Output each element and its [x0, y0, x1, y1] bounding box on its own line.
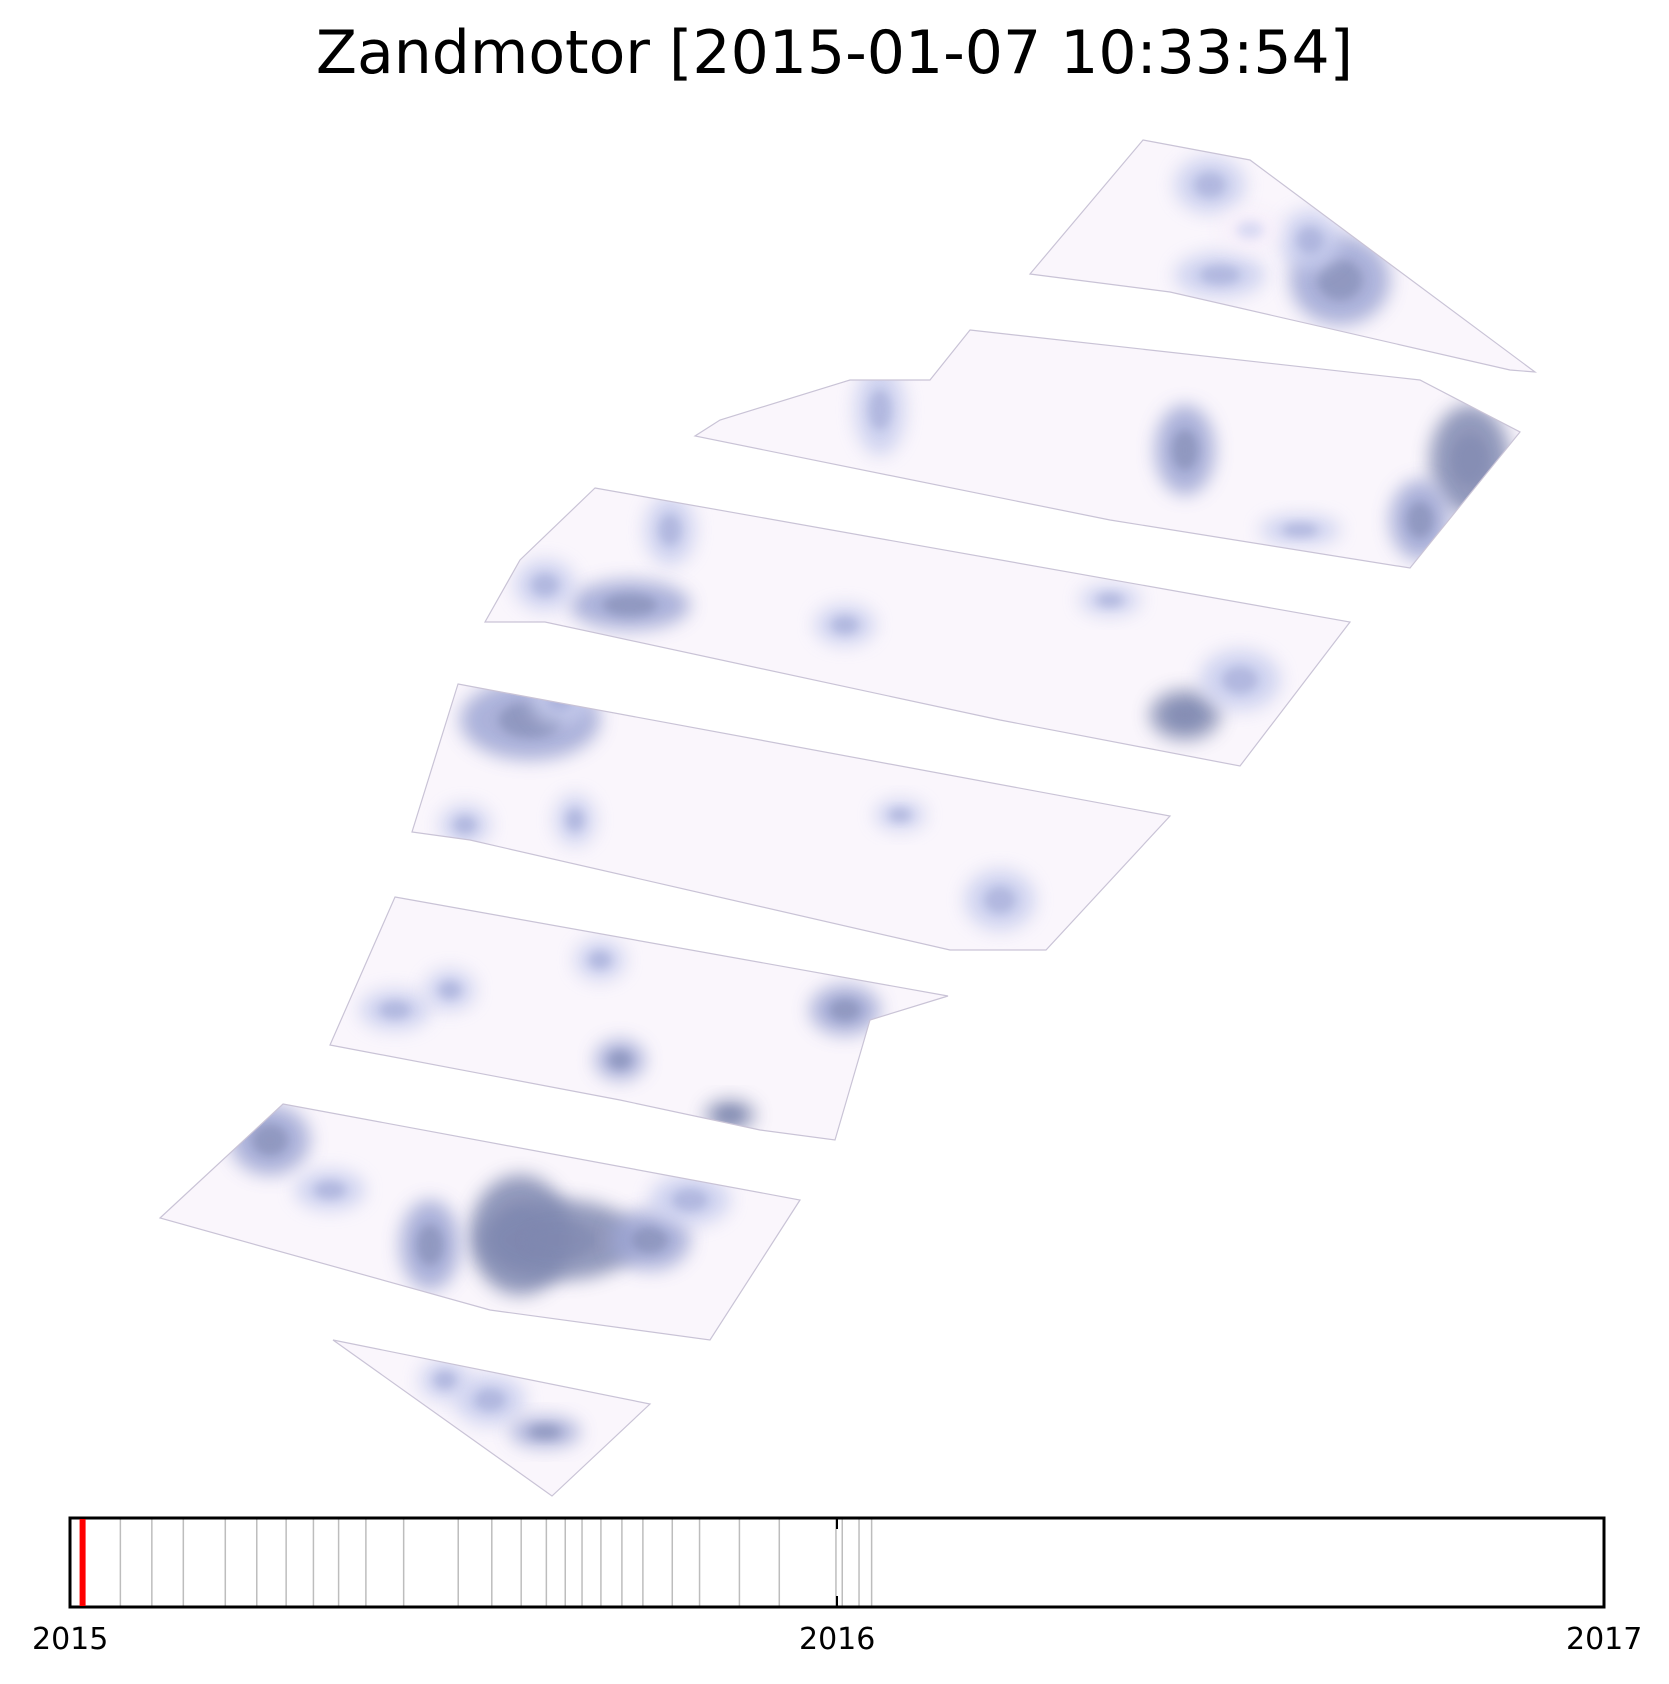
timeline-frame	[68, 1516, 1606, 1609]
chart-title: Zandmotor [2015-01-07 10:33:54]	[315, 18, 1354, 88]
survey-strip-5	[329, 896, 949, 1141]
timeline-tick-label-2017: 2017	[1566, 1622, 1643, 1657]
bathymetry-map	[158, 139, 1538, 1497]
survey-strip-3	[483, 487, 1352, 767]
survey-strip-2	[693, 329, 1521, 569]
survey-strip-6	[158, 1103, 801, 1341]
survey-strip-1	[1028, 139, 1538, 373]
timeline-tick-label-2015: 2015	[32, 1622, 109, 1657]
timeline-tick-label-2016: 2016	[799, 1622, 876, 1657]
survey-strip-7	[332, 1339, 652, 1497]
